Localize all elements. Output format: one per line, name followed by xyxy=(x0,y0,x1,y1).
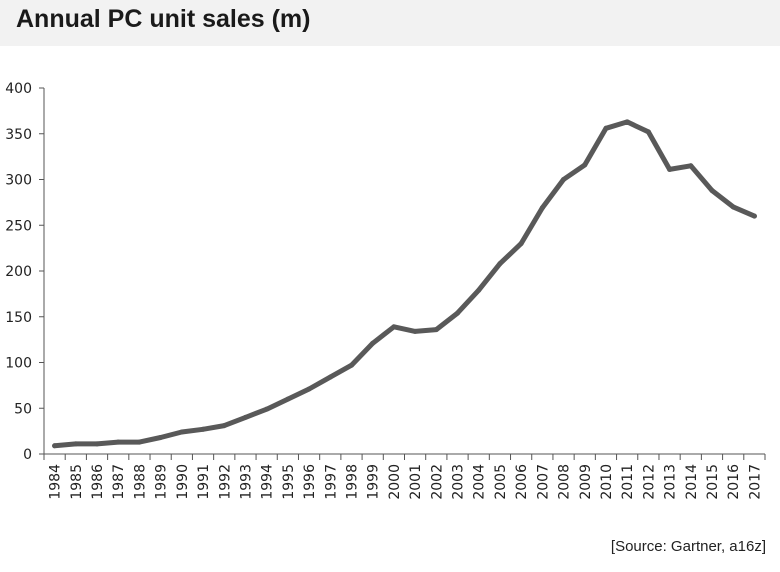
y-tick-label: 100 xyxy=(5,356,32,372)
data-point xyxy=(667,167,672,172)
data-point xyxy=(243,415,248,420)
data-point xyxy=(497,261,502,266)
x-axis: 1984 1985 1986 1987 1988 1989 1990 1991 1992 1993… xyxy=(44,454,765,500)
chart-source: [Source: Gartner, a16z] xyxy=(611,538,766,555)
x-tick-label: 1994 xyxy=(260,464,276,500)
x-tick-label: 1988 xyxy=(132,464,148,500)
y-tick-label: 400 xyxy=(5,81,32,97)
x-tick-label: 1990 xyxy=(175,464,191,500)
data-point xyxy=(95,441,100,446)
data-point xyxy=(52,443,57,448)
data-point xyxy=(519,241,524,246)
series-layer xyxy=(52,119,757,448)
data-point xyxy=(158,435,163,440)
data-point xyxy=(603,126,608,131)
x-tick-label: 1991 xyxy=(196,464,212,500)
x-tick-label: 2011 xyxy=(620,464,636,500)
x-tick-label: 1995 xyxy=(281,464,297,500)
data-point xyxy=(709,188,714,193)
x-tick-label: 1998 xyxy=(344,464,360,500)
y-tick-label: 200 xyxy=(5,264,32,280)
x-tick-label: 1989 xyxy=(154,464,170,500)
x-tick-label: 2017 xyxy=(747,464,763,500)
x-tick-label: 1985 xyxy=(69,464,85,500)
data-point xyxy=(222,423,227,428)
x-tick-label: 1997 xyxy=(323,464,339,500)
x-tick-label: 2013 xyxy=(663,464,679,500)
data-point xyxy=(116,440,121,445)
x-tick-label: 2015 xyxy=(705,464,721,500)
x-tick-label: 1984 xyxy=(48,464,64,500)
x-tick-label: 1993 xyxy=(238,464,254,500)
y-tick-label: 0 xyxy=(23,447,32,463)
data-point xyxy=(413,329,418,334)
data-point xyxy=(137,440,142,445)
data-point xyxy=(179,430,184,435)
data-point xyxy=(349,363,354,368)
x-tick-label: 2005 xyxy=(493,464,509,500)
x-tick-label: 2004 xyxy=(472,464,488,500)
data-point xyxy=(752,214,757,219)
x-tick-label: 2007 xyxy=(535,464,551,500)
data-point xyxy=(688,163,693,168)
data-point xyxy=(561,177,566,182)
x-tick-label: 2016 xyxy=(726,464,742,500)
line-chart: 050100150200250300350400 1984 1985 1986 198… xyxy=(0,0,780,572)
y-tick-label: 50 xyxy=(14,401,32,417)
data-point xyxy=(646,129,651,134)
x-tick-label: 2001 xyxy=(408,464,424,500)
x-tick-label: 2000 xyxy=(387,464,403,500)
data-point xyxy=(285,397,290,402)
x-tick-label: 2014 xyxy=(684,464,700,500)
data-point xyxy=(476,288,481,293)
x-tick-label: 1992 xyxy=(217,464,233,500)
x-tick-label: 1999 xyxy=(366,464,382,500)
y-tick-label: 250 xyxy=(5,218,32,234)
data-point xyxy=(625,119,630,124)
data-point xyxy=(455,311,460,316)
data-point xyxy=(73,441,78,446)
x-tick-label: 2012 xyxy=(641,464,657,500)
data-point xyxy=(434,327,439,332)
data-point xyxy=(264,407,269,412)
data-point xyxy=(391,324,396,329)
x-tick-label: 2006 xyxy=(514,464,530,500)
y-tick-label: 150 xyxy=(5,310,32,326)
x-tick-label: 2008 xyxy=(557,464,573,500)
y-tick-label: 300 xyxy=(5,173,32,189)
x-tick-label: 1996 xyxy=(302,464,318,500)
y-axis: 0 50 100 150 200 250 300 350 400 xyxy=(5,81,44,463)
x-tick-label: 2009 xyxy=(578,464,594,500)
x-tick-label: 2003 xyxy=(451,464,467,500)
data-point xyxy=(582,162,587,167)
data-point xyxy=(307,387,312,392)
y-tick-label: 350 xyxy=(5,127,32,143)
data-point xyxy=(370,341,375,346)
series-line xyxy=(55,122,755,446)
x-tick-label: 1986 xyxy=(90,464,106,500)
data-point xyxy=(731,204,736,209)
data-point xyxy=(540,205,545,210)
data-point xyxy=(328,375,333,380)
data-point xyxy=(201,427,206,432)
x-tick-label: 2002 xyxy=(429,464,445,500)
x-tick-label: 2010 xyxy=(599,464,615,500)
x-tick-label: 1987 xyxy=(111,464,127,500)
